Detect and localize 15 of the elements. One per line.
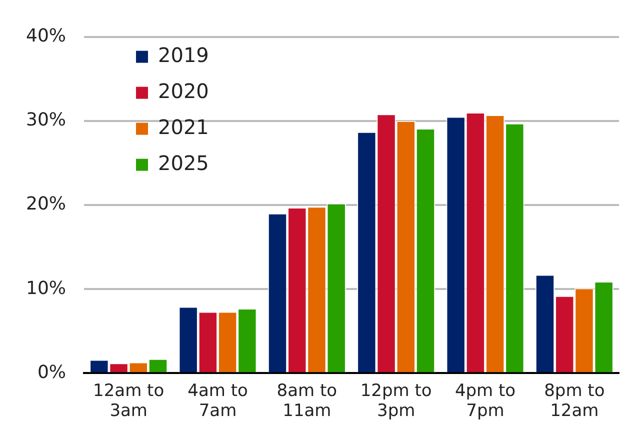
y-tick-label: 0% — [37, 362, 66, 383]
y-tick-label: 20% — [26, 194, 66, 215]
x-tick-label: 8pm to 12am — [544, 380, 605, 422]
legend-label: 2019 — [158, 43, 209, 68]
x-tick-label: 4am to 7am — [188, 380, 248, 422]
x-tick-label: 4pm to 7pm — [454, 380, 516, 422]
legend-label: 2025 — [158, 151, 209, 176]
legend-label: 2021 — [158, 115, 209, 140]
legend-label: 2020 — [158, 79, 209, 104]
y-tick-label: 40% — [26, 25, 66, 46]
x-tick-label: 8am to 11am — [276, 380, 338, 422]
y-tick-label: 10% — [26, 278, 66, 299]
x-tick-label: 12pm to 3pm — [360, 380, 432, 422]
x-tick-label: 12am to 3am — [93, 380, 164, 422]
y-tick-label: 30% — [26, 110, 66, 131]
